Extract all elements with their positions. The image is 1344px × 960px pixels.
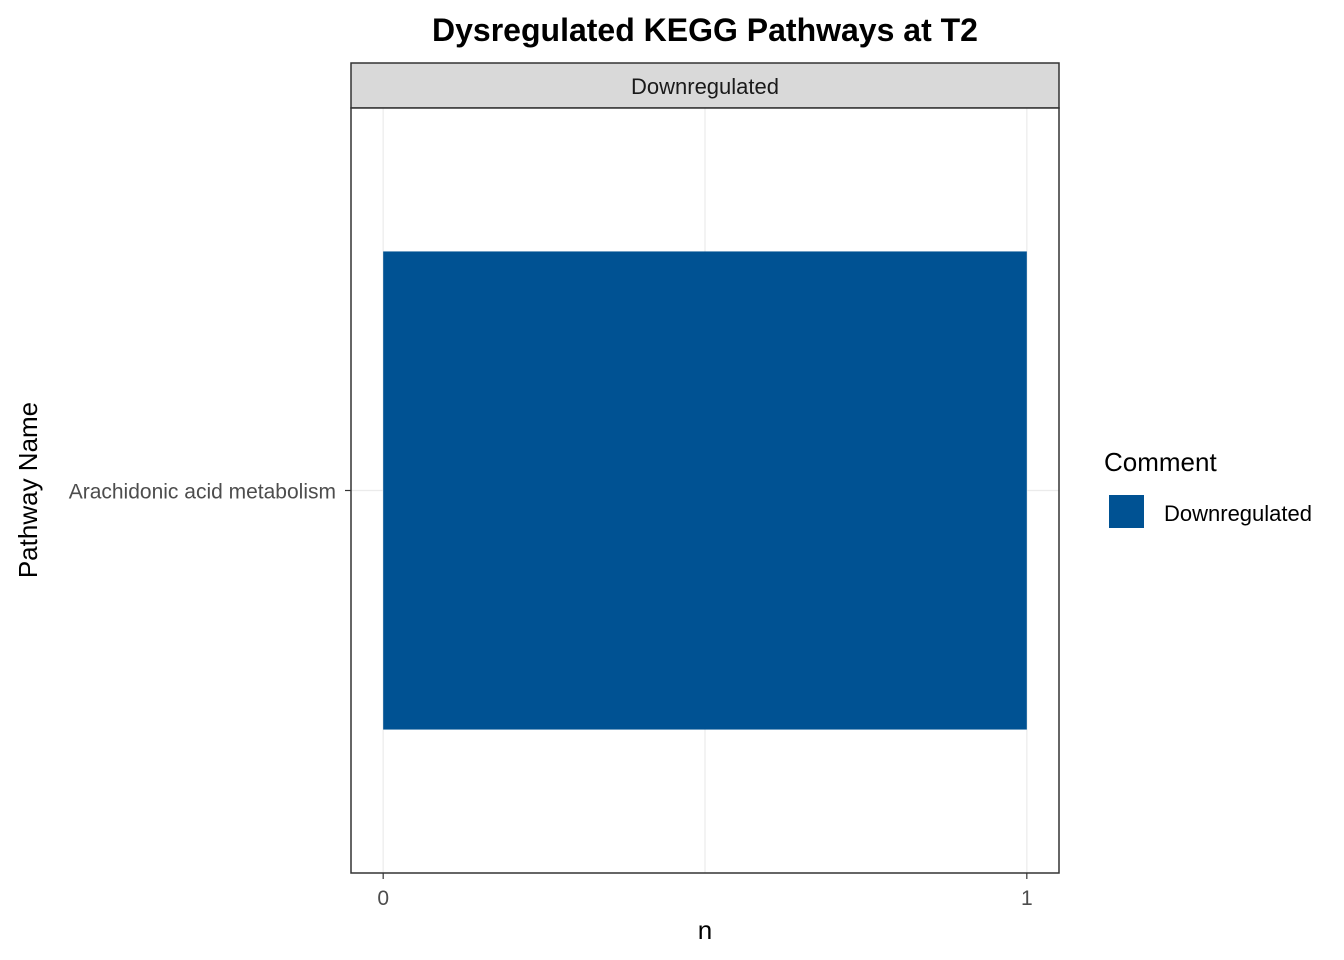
legend-title: Comment: [1104, 447, 1217, 477]
y-axis-ticks: Arachidonic acid metabolism: [69, 481, 351, 504]
bar: [383, 251, 1027, 730]
facet-strip: [350, 62, 1060, 109]
legend-key: [1109, 495, 1144, 528]
x-tick-label: 1: [1021, 887, 1033, 910]
y-axis-label: Pathway Name: [13, 402, 43, 578]
chart-title: Dysregulated KEGG Pathways at T2: [432, 12, 978, 48]
bars: [383, 251, 1027, 730]
x-axis-label: n: [698, 915, 712, 945]
legend-label: Downregulated: [1164, 501, 1312, 526]
x-tick-label: 0: [377, 887, 389, 910]
facet-strip-label: Downregulated: [631, 74, 779, 99]
y-tick-label: Arachidonic acid metabolism: [69, 481, 336, 504]
legend: Downregulated: [1109, 495, 1312, 528]
